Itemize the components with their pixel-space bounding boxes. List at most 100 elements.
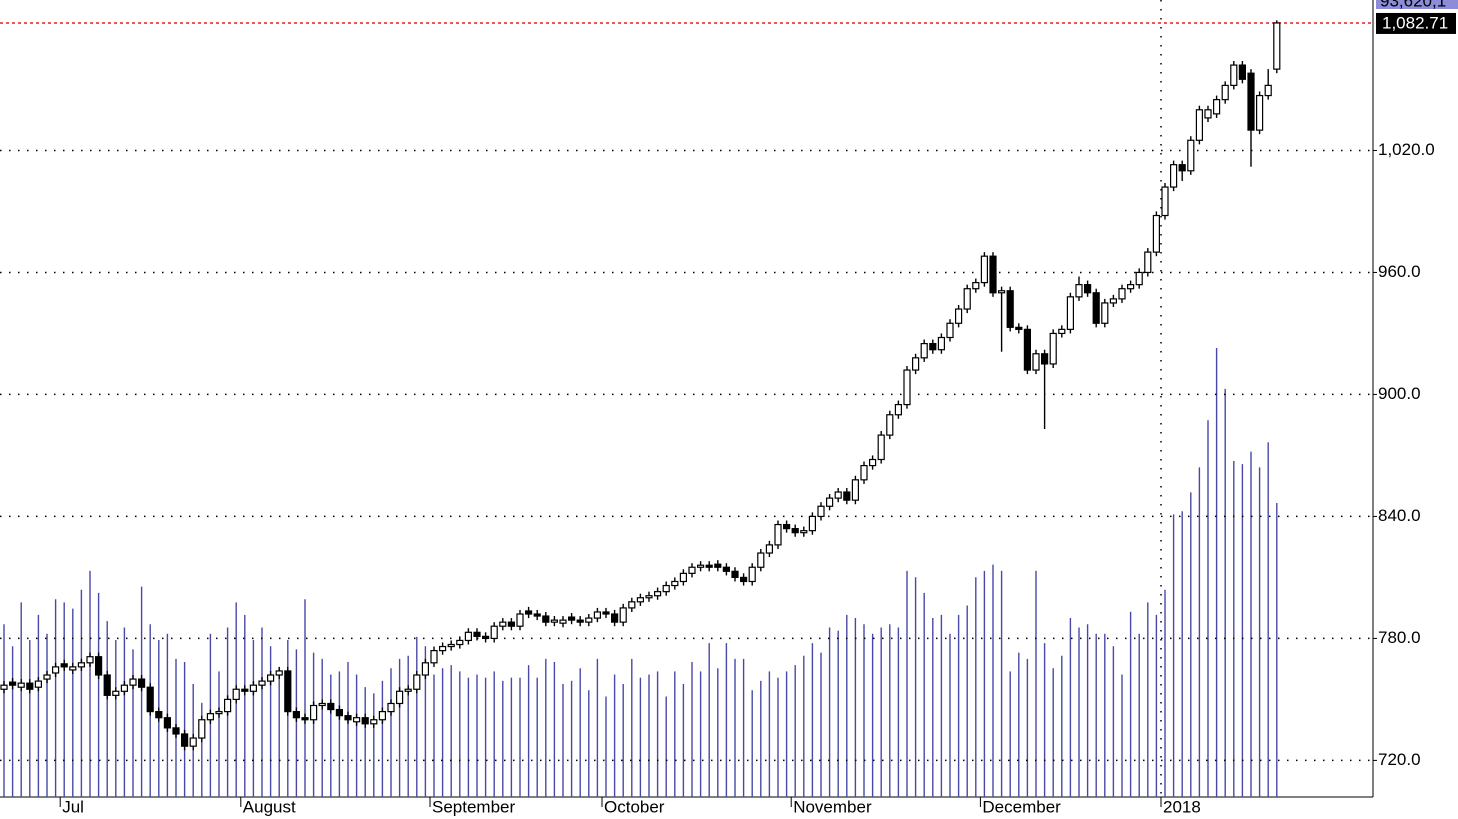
candle-body <box>963 288 971 310</box>
last-price-tag: 1,082.71 <box>1382 13 1448 32</box>
candle-body <box>103 674 111 696</box>
candle-body <box>868 458 877 467</box>
candle-body <box>636 597 645 603</box>
x-tick-label: October <box>604 797 665 816</box>
last-price-tag-box <box>1376 12 1456 34</box>
candle-body <box>1152 214 1161 253</box>
candle-body <box>602 611 610 615</box>
candle-body <box>877 434 885 461</box>
candle-body <box>77 662 86 668</box>
candle-body <box>929 343 937 351</box>
candle-body <box>739 576 748 583</box>
x-tick-label: November <box>793 797 872 816</box>
volume-tag: 93,620,1 <box>1380 0 1446 10</box>
candle-body <box>567 616 576 621</box>
candle-body <box>628 601 636 609</box>
x-tick-label: Jul <box>62 797 84 816</box>
candle-body <box>1204 109 1212 119</box>
candle-body <box>1238 64 1247 80</box>
candle-body <box>1118 288 1126 300</box>
candle-body <box>1023 328 1032 371</box>
y-tick-label: 900.0 <box>1378 384 1421 403</box>
volume-tag-box <box>1376 0 1458 9</box>
candle-body <box>206 713 214 721</box>
candle-body <box>387 702 395 713</box>
candle-body <box>860 464 868 481</box>
candle-body <box>997 290 1006 294</box>
y-tick-label: 960.0 <box>1378 262 1421 281</box>
candle-body <box>378 711 386 721</box>
candle-body <box>482 635 490 640</box>
candle-body <box>1178 164 1186 172</box>
candle-body <box>585 617 593 623</box>
candle-body <box>542 615 550 623</box>
candle-body <box>51 666 60 674</box>
candle-body <box>0 684 8 690</box>
candle-body <box>688 566 696 574</box>
candle-body <box>886 414 894 436</box>
candle-body <box>851 479 860 501</box>
candle-body <box>619 607 627 623</box>
candle-body <box>645 595 653 599</box>
candle-body <box>292 711 300 719</box>
candle-body <box>843 491 851 501</box>
candle-body <box>714 563 722 568</box>
candle-body <box>507 621 515 627</box>
candle-body <box>34 680 43 688</box>
y-tick-label: 1,020.0 <box>1378 140 1435 159</box>
candle-body <box>86 656 94 664</box>
candle-body <box>946 322 954 339</box>
candle-body <box>1187 139 1195 172</box>
candle-body <box>26 682 34 690</box>
candle-body <box>800 530 808 534</box>
candle-body <box>318 702 326 707</box>
candle-body <box>189 737 197 747</box>
candle-body <box>490 625 498 640</box>
candle-body <box>662 584 670 593</box>
candle-body <box>241 688 249 692</box>
candle-body <box>155 711 163 719</box>
candle-body <box>284 670 292 713</box>
candle-body <box>972 282 980 290</box>
candle-body <box>17 682 25 688</box>
candle-body <box>1126 284 1135 290</box>
candle-body <box>344 715 352 721</box>
candle-body <box>696 564 705 568</box>
candle-body <box>989 255 997 294</box>
candle-body <box>404 688 412 692</box>
candle-body <box>181 733 189 747</box>
candle-body <box>275 670 283 676</box>
candle-body <box>112 690 120 696</box>
candle-body <box>559 619 567 624</box>
candle-body <box>138 678 146 688</box>
candle-body <box>610 613 619 623</box>
x-tick-label: September <box>432 797 515 816</box>
candle-body <box>499 621 507 627</box>
candle-body <box>1066 296 1075 330</box>
candle-body <box>1273 22 1281 70</box>
candle-body <box>1049 332 1057 365</box>
candle-body <box>456 639 464 646</box>
candle-body <box>60 663 68 668</box>
candle-body <box>163 717 171 729</box>
candle-body <box>267 674 275 682</box>
candle-body <box>310 704 318 721</box>
candle-body <box>653 591 662 597</box>
x-tick-label: December <box>982 797 1061 816</box>
x-tick-label: 2018 <box>1163 797 1201 816</box>
candle-body <box>1015 326 1023 330</box>
candle-body <box>1135 271 1143 286</box>
candle-body <box>980 255 989 284</box>
candle-body <box>129 678 137 686</box>
candle-body <box>954 308 963 324</box>
candle-body <box>774 523 782 546</box>
candle-body <box>834 491 842 499</box>
candle-body <box>550 619 559 623</box>
candle-body <box>120 684 129 692</box>
candle-body <box>215 711 223 715</box>
candle-body <box>1092 292 1100 324</box>
candle-body <box>817 505 825 518</box>
candle-body <box>1212 99 1221 115</box>
candle-body <box>1083 284 1092 294</box>
x-tick-label: August <box>243 797 296 816</box>
